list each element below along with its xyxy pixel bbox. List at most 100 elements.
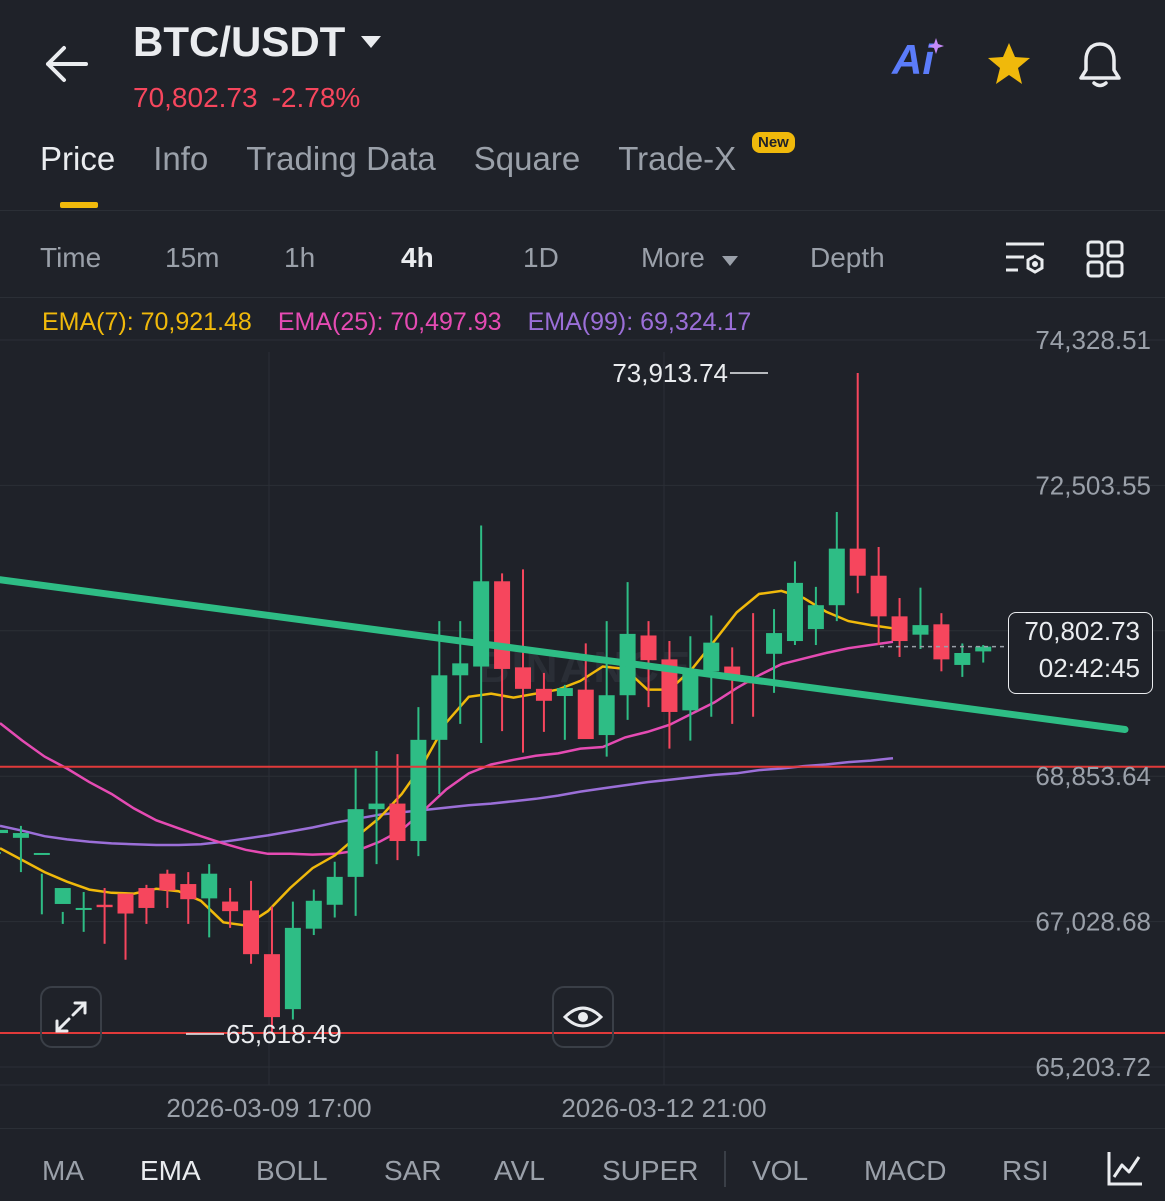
candlestick-chart[interactable]: BINANCE 74,328.5172,503.5570,678.5968,85… [0, 0, 1165, 1128]
indicator-avl[interactable]: AVL [494, 1155, 545, 1186]
bell-icon[interactable] [1076, 38, 1124, 90]
ema99-line [0, 756, 894, 847]
sparkle-icon [928, 38, 944, 54]
layout-grid-icon[interactable] [1086, 240, 1124, 278]
candle [431, 621, 448, 795]
candle [305, 889, 322, 936]
tab-trade-x[interactable]: Trade-X [618, 140, 737, 177]
indicator-boll[interactable]: BOLL [256, 1155, 328, 1186]
interval-1h[interactable]: 1h [284, 242, 316, 273]
indicator-ma[interactable]: MA [42, 1155, 84, 1186]
candle [54, 888, 71, 924]
candle-body [347, 809, 364, 877]
candle [494, 573, 511, 732]
candle [159, 869, 176, 908]
candle-body [703, 642, 720, 672]
back-arrow-icon[interactable] [40, 42, 90, 86]
new-badge: New [752, 132, 795, 153]
chart-analysis-icon[interactable] [1106, 1149, 1144, 1187]
candle-body [933, 624, 950, 660]
candle-body [535, 688, 552, 701]
price-summary: 70,802.73 -2.78% [133, 82, 360, 114]
candle-body [305, 900, 322, 929]
caret-down-icon [361, 36, 382, 48]
indicator-super[interactable]: SUPER [602, 1155, 699, 1186]
candle [33, 852, 50, 915]
candle-body [75, 907, 92, 910]
candle [598, 621, 615, 757]
candle [12, 825, 29, 873]
pair-selector[interactable]: BTC/USDT [133, 18, 383, 66]
candle-countdown: 02:42:45 [1038, 653, 1140, 683]
candle-body [222, 901, 239, 912]
indicator-ema[interactable]: EMA [140, 1155, 201, 1186]
candle [326, 861, 343, 918]
tab-price[interactable]: Price [40, 140, 116, 177]
candle-body [786, 582, 803, 642]
indicator-rsi[interactable]: RSI [1002, 1155, 1049, 1186]
candle-body [598, 695, 615, 736]
candle [849, 373, 866, 594]
candle-body [954, 652, 971, 665]
candle-body [891, 616, 908, 642]
indicator-separator [724, 1151, 726, 1187]
candle-body [912, 625, 929, 635]
eye-icon [563, 1006, 603, 1028]
candle [912, 587, 929, 650]
candle-body [577, 689, 594, 740]
candle-body [870, 575, 887, 617]
candle [703, 615, 720, 717]
interval-depth[interactable]: Depth [810, 242, 885, 273]
candle-body [96, 904, 113, 908]
indicator-macd[interactable]: MACD [864, 1155, 947, 1186]
candle [619, 582, 636, 720]
candle-body [556, 688, 573, 697]
ai-button[interactable]: Ai [892, 36, 952, 92]
interval-4h[interactable]: 4h [401, 242, 434, 273]
candle-body [284, 927, 301, 1010]
interval-more[interactable]: More [641, 242, 739, 274]
interval-1d[interactable]: 1D [523, 242, 559, 273]
indicator-vol[interactable]: VOL [752, 1155, 809, 1186]
tab-trading-data[interactable]: Trading Data [246, 140, 436, 177]
candle [473, 525, 490, 744]
candle [201, 864, 218, 938]
interval-bar: Time 15m 1h 4h 1D More Depth [0, 242, 1165, 282]
tab-info[interactable]: Info [153, 140, 209, 177]
candle-body [849, 548, 866, 576]
candle [807, 586, 824, 646]
ema99-label: EMA(99): 69,324.17 [527, 308, 752, 336]
ema-legend: EMA(7): 70,921.48 EMA(25): 70,497.93 EMA… [42, 308, 751, 337]
visibility-button[interactable] [552, 986, 614, 1048]
candle [682, 636, 699, 741]
candle [766, 609, 783, 693]
candle-body [0, 829, 8, 834]
candle [954, 643, 971, 677]
pair-title: BTC/USDT [133, 18, 346, 65]
candle-body [159, 873, 176, 891]
indicator-bar: MA EMA BOLL SAR AVL SUPER VOL MACD RSI [0, 1128, 1165, 1201]
indicator-sar[interactable]: SAR [384, 1155, 442, 1186]
active-tab-indicator [60, 202, 98, 208]
price-axis-label: 65,203.72 [1035, 1052, 1151, 1082]
date-label: 2026-03-09 17:00 [166, 1093, 371, 1123]
current-price: 70,802.73 [1024, 616, 1140, 646]
ema25-label: EMA(25): 70,497.93 [277, 308, 502, 336]
candle-body [263, 954, 280, 1018]
candle [243, 880, 260, 964]
interval-more-label: More [641, 242, 705, 273]
price-axis-label: 74,328.51 [1035, 325, 1151, 355]
interval-time[interactable]: Time [40, 242, 102, 273]
interval-15m[interactable]: 15m [165, 242, 220, 273]
chart-settings-icon[interactable] [1004, 240, 1048, 278]
favorite-star-icon[interactable] [984, 40, 1034, 88]
candle-body [389, 803, 406, 842]
candle [368, 750, 385, 865]
fullscreen-button[interactable] [40, 986, 102, 1048]
price-axis-label: 67,028.68 [1035, 907, 1151, 937]
candle-body [975, 646, 992, 652]
candle-body [117, 893, 134, 914]
candle-body [138, 888, 155, 908]
candle-body [431, 675, 448, 740]
tab-square[interactable]: Square [473, 140, 581, 177]
